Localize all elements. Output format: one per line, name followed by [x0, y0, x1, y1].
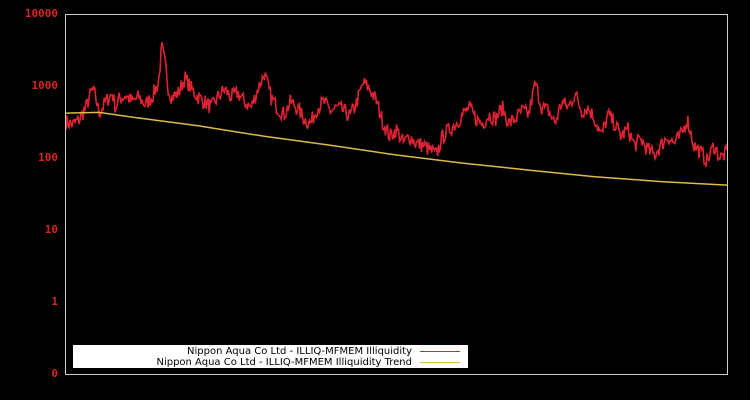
- legend-label: Nippon Aqua Co Ltd - ILLIQ-MFMEM Illiqui…: [156, 357, 412, 368]
- legend-swatch-red: [420, 351, 460, 352]
- y-tick-label: 10: [44, 223, 58, 236]
- plot-series: [65, 42, 728, 186]
- legend-item-trend: Nippon Aqua Co Ltd - ILLIQ-MFMEM Illiqui…: [156, 357, 460, 368]
- legend-label: Nippon Aqua Co Ltd - ILLIQ-MFMEM Illiqui…: [187, 346, 412, 357]
- illiquidity-trend-line: [65, 111, 728, 186]
- y-tick-label: 0: [51, 367, 58, 380]
- legend-swatch-gold: [420, 362, 460, 363]
- y-tick-label: 100: [38, 151, 58, 164]
- legend: Nippon Aqua Co Ltd - ILLIQ-MFMEM Illiqui…: [73, 345, 468, 368]
- y-tick-label: 1000: [31, 79, 59, 92]
- y-tick-label: 1: [51, 295, 58, 308]
- y-tick-label: 10000: [24, 7, 58, 20]
- illiquidity-line: [65, 42, 728, 168]
- legend-item-illiquidity: Nippon Aqua Co Ltd - ILLIQ-MFMEM Illiqui…: [187, 346, 460, 357]
- plot-frame: [65, 14, 728, 375]
